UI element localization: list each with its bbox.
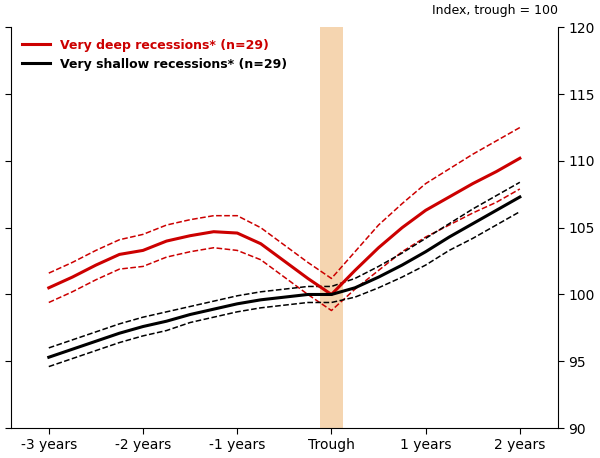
Bar	[320, 27, 343, 428]
Legend: Very deep recessions* (n=29), Very shallow recessions* (n=29): Very deep recessions* (n=29), Very shall…	[17, 33, 292, 76]
Text: Index, trough = 100: Index, trough = 100	[431, 5, 557, 17]
